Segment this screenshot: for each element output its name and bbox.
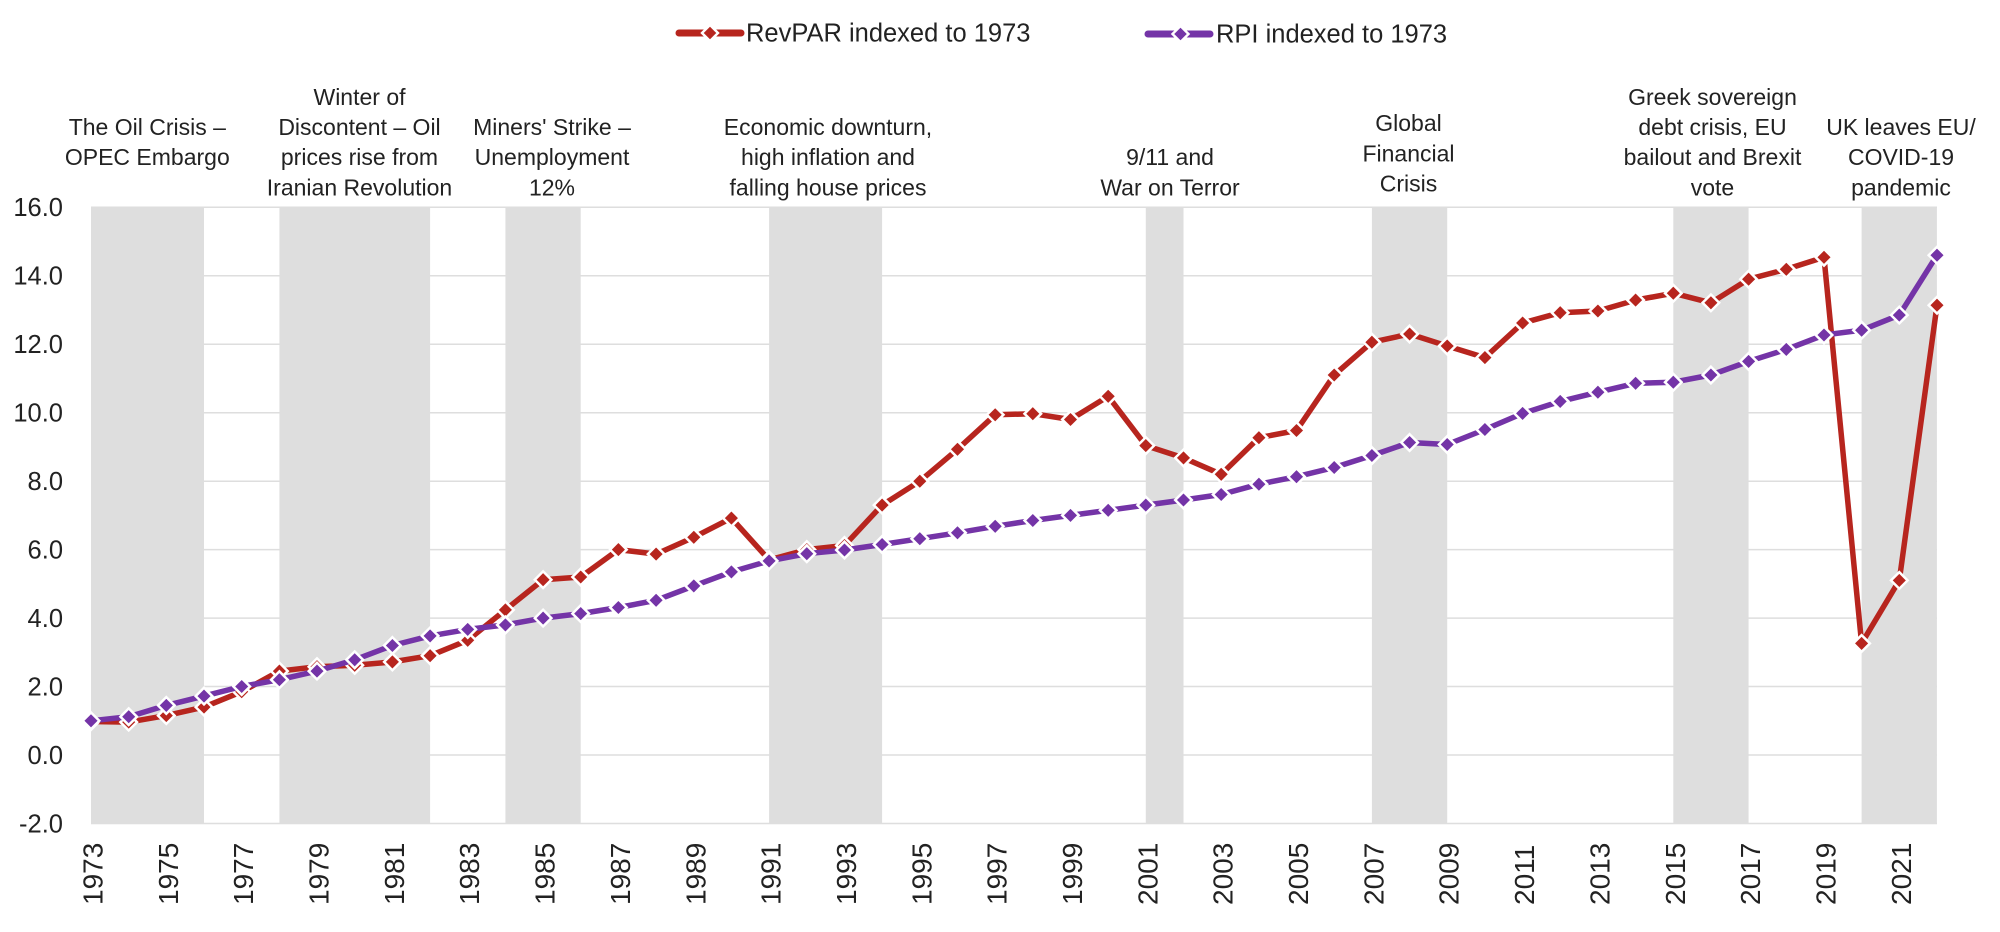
svg-text:2001: 2001 — [1132, 843, 1163, 905]
svg-text:-2.0: -2.0 — [19, 810, 63, 838]
svg-text:1979: 1979 — [304, 843, 335, 905]
svg-text:debt crisis, EU: debt crisis, EU — [1638, 114, 1786, 140]
svg-text:1973: 1973 — [78, 843, 109, 905]
svg-text:COVID-19: COVID-19 — [1848, 144, 1954, 170]
svg-text:2015: 2015 — [1660, 843, 1691, 905]
svg-text:1989: 1989 — [680, 843, 711, 905]
svg-text:1999: 1999 — [1057, 843, 1088, 905]
svg-text:Winter of: Winter of — [313, 84, 406, 110]
svg-text:0.0: 0.0 — [28, 742, 63, 770]
svg-text:prices rise from: prices rise from — [281, 144, 438, 170]
svg-text:high inflation and: high inflation and — [741, 144, 915, 170]
svg-text:9/11 and: 9/11 and — [1126, 144, 1214, 170]
svg-text:vote: vote — [1691, 174, 1734, 200]
svg-text:Global: Global — [1375, 110, 1441, 136]
svg-text:1975: 1975 — [153, 843, 184, 905]
svg-text:Financial: Financial — [1362, 140, 1454, 166]
svg-text:1977: 1977 — [228, 843, 259, 905]
svg-text:2.0: 2.0 — [28, 673, 63, 701]
svg-text:Discontent – Oil: Discontent – Oil — [278, 114, 440, 140]
svg-text:The Oil Crisis –: The Oil Crisis – — [69, 114, 226, 140]
svg-text:2009: 2009 — [1434, 843, 1465, 905]
svg-text:Greek sovereign: Greek sovereign — [1628, 84, 1797, 110]
svg-text:12.0: 12.0 — [13, 331, 63, 359]
svg-text:14.0: 14.0 — [13, 263, 63, 291]
svg-text:1997: 1997 — [982, 843, 1013, 905]
svg-text:8.0: 8.0 — [28, 468, 63, 496]
svg-text:Crisis: Crisis — [1380, 171, 1438, 197]
svg-text:16.0: 16.0 — [13, 194, 63, 222]
svg-text:12%: 12% — [529, 174, 575, 200]
svg-text:falling house prices: falling house prices — [730, 174, 927, 200]
svg-text:2019: 2019 — [1811, 843, 1842, 905]
svg-text:2005: 2005 — [1283, 843, 1314, 905]
svg-text:RPI indexed to 1973: RPI indexed to 1973 — [1216, 21, 1447, 49]
svg-text:Economic downturn,: Economic downturn, — [724, 114, 932, 140]
svg-text:10.0: 10.0 — [13, 400, 63, 428]
svg-text:2003: 2003 — [1208, 843, 1239, 905]
svg-text:1993: 1993 — [831, 843, 862, 905]
svg-text:bailout and Brexit: bailout and Brexit — [1624, 144, 1802, 170]
svg-text:RevPAR indexed to 1973: RevPAR indexed to 1973 — [746, 20, 1030, 48]
svg-text:1981: 1981 — [379, 843, 410, 905]
svg-text:1995: 1995 — [906, 843, 937, 905]
svg-text:UK leaves EU/: UK leaves EU/ — [1826, 114, 1976, 140]
svg-text:2011: 2011 — [1509, 845, 1540, 905]
svg-text:6.0: 6.0 — [28, 536, 63, 564]
svg-text:1987: 1987 — [605, 843, 636, 905]
svg-text:Unemployment: Unemployment — [475, 144, 630, 170]
svg-text:1985: 1985 — [530, 843, 561, 905]
svg-text:OPEC Embargo: OPEC Embargo — [65, 144, 230, 170]
svg-text:2021: 2021 — [1886, 843, 1917, 905]
svg-text:4.0: 4.0 — [28, 605, 63, 633]
svg-text:2007: 2007 — [1358, 843, 1389, 905]
svg-text:1983: 1983 — [454, 843, 485, 905]
svg-text:1991: 1991 — [756, 843, 787, 905]
svg-text:pandemic: pandemic — [1851, 174, 1951, 200]
svg-text:Miners' Strike –: Miners' Strike – — [473, 114, 631, 140]
svg-text:War on Terror: War on Terror — [1100, 174, 1240, 200]
svg-text:2017: 2017 — [1735, 843, 1766, 905]
svg-text:2013: 2013 — [1584, 843, 1615, 905]
svg-text:Iranian Revolution: Iranian Revolution — [267, 174, 452, 200]
